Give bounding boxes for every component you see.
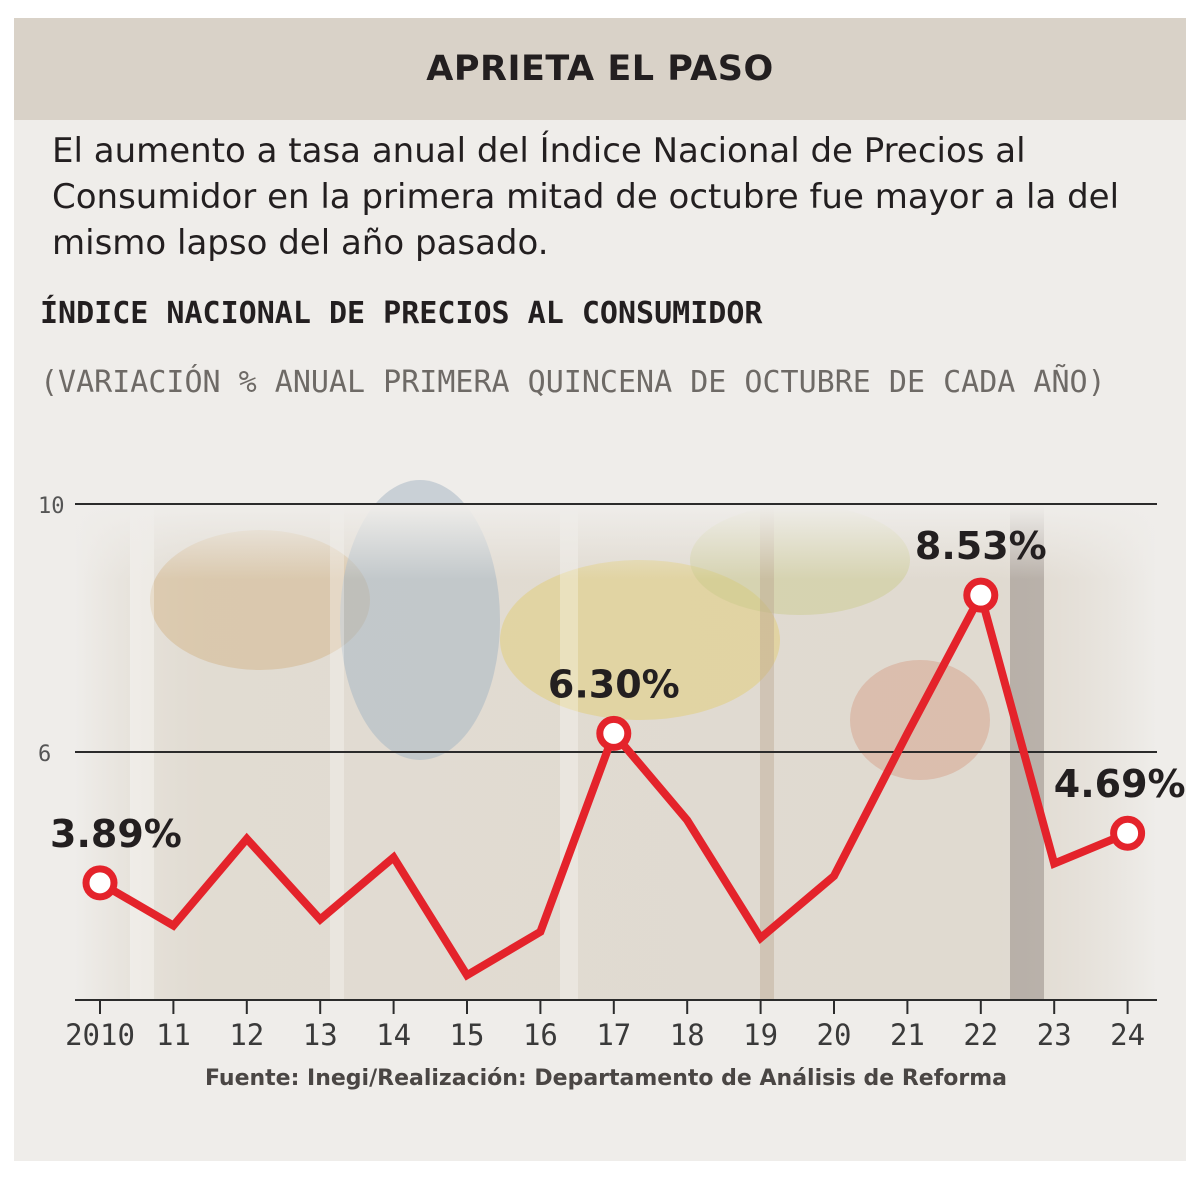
x-tick-label: 12 [229,1018,264,1052]
data-point-marker [1110,815,1146,851]
x-tick-label: 17 [596,1018,631,1052]
chart-title: ÍNDICE NACIONAL DE PRECIOS AL CONSUMIDOR [40,296,763,331]
x-tick-label: 20 [817,1018,852,1052]
x-tick-label: 13 [303,1018,338,1052]
data-label: 3.89% [50,812,182,856]
data-label: 8.53% [915,524,1047,568]
y-tick-label: 6 [38,742,51,767]
data-label: 4.69% [1054,762,1186,806]
intro-text: El aumento a tasa anual del Índice Nacio… [52,131,1120,263]
data-point-marker [596,715,632,751]
x-tick-label: 14 [376,1018,411,1052]
x-tick-label: 22 [963,1018,998,1052]
header-title: APRIETA EL PASO [426,49,774,89]
y-tick-label: 10 [38,494,65,519]
x-tick-label: 21 [890,1018,925,1052]
x-tick-label: 23 [1037,1018,1072,1052]
x-tick-label: 15 [450,1018,485,1052]
x-tick-label: 18 [670,1018,705,1052]
data-label: 6.30% [548,662,680,706]
data-point-marker [963,577,999,613]
chart-subtitle: (VARIACIÓN % ANUAL PRIMERA QUINCENA DE O… [40,365,1106,400]
x-tick-label: 24 [1110,1018,1145,1052]
x-tick-label: 16 [523,1018,558,1052]
header-band [14,18,1186,120]
x-tick-label: 11 [156,1018,191,1052]
source-note: Fuente: Inegi/Realización: Departamento … [204,1066,1008,1091]
x-tick-label: 19 [743,1018,778,1052]
x-tick-label: 2010 [65,1018,135,1052]
data-point-marker [82,865,118,901]
